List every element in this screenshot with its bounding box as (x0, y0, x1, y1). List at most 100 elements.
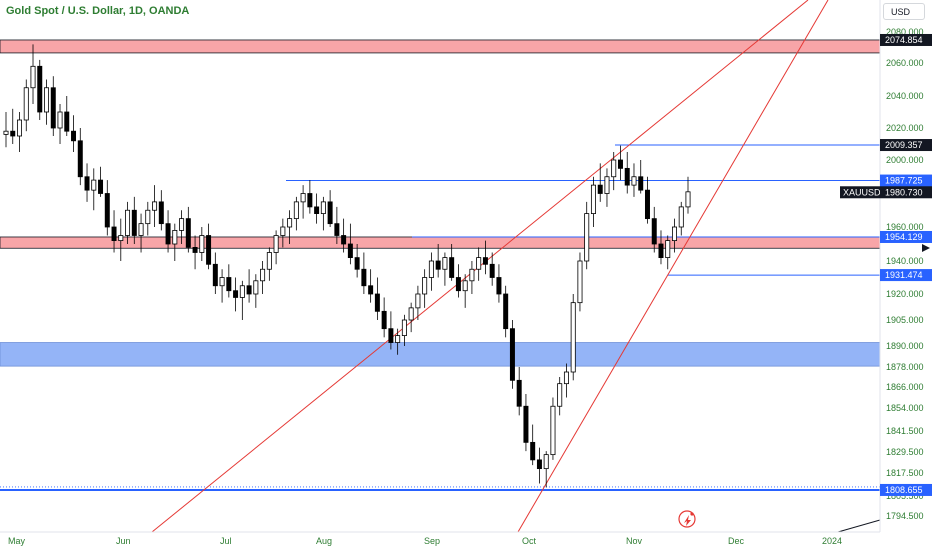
candle[interactable] (152, 185, 158, 227)
candle[interactable] (260, 261, 266, 294)
candle[interactable] (672, 218, 677, 253)
candle[interactable] (489, 252, 495, 286)
candle[interactable] (435, 244, 441, 278)
candle[interactable] (347, 223, 353, 265)
candle[interactable] (509, 320, 515, 389)
candle[interactable] (314, 193, 320, 224)
candle[interactable] (374, 277, 380, 321)
candle[interactable] (334, 206, 340, 244)
candle[interactable] (300, 185, 306, 219)
candle[interactable] (536, 447, 542, 484)
candle[interactable] (658, 230, 664, 265)
candle[interactable] (50, 76, 56, 136)
candle[interactable] (462, 274, 468, 308)
candle[interactable] (138, 213, 144, 253)
candle[interactable] (597, 163, 603, 202)
candle[interactable] (17, 112, 22, 152)
candle[interactable] (516, 367, 522, 416)
candle[interactable] (611, 152, 617, 191)
candle[interactable] (570, 294, 576, 381)
candle[interactable] (145, 201, 151, 236)
candle[interactable] (118, 218, 124, 261)
candle[interactable] (428, 252, 434, 291)
candle[interactable] (165, 210, 171, 253)
candle[interactable] (651, 206, 657, 253)
candle[interactable] (158, 190, 164, 231)
candle[interactable] (557, 377, 563, 416)
candle[interactable] (361, 252, 367, 295)
candle[interactable] (550, 397, 556, 460)
currency-button[interactable]: USD (883, 3, 925, 20)
candle[interactable] (685, 176, 691, 214)
candle[interactable] (3, 112, 9, 148)
candle[interactable] (563, 363, 569, 398)
candle[interactable] (179, 210, 185, 244)
candle[interactable] (395, 328, 401, 355)
candle[interactable] (37, 59, 43, 120)
candle[interactable] (246, 269, 252, 303)
time-axis[interactable]: May Jun Jul Aug Sep Oct Nov Dec 2024 (8, 536, 842, 546)
candle[interactable] (638, 160, 644, 194)
candle[interactable] (84, 163, 90, 202)
candle[interactable] (381, 297, 387, 338)
candle[interactable] (388, 311, 394, 350)
candle[interactable] (273, 230, 279, 265)
candle[interactable] (543, 451, 549, 488)
candle[interactable] (422, 269, 428, 308)
candle[interactable] (111, 210, 117, 253)
candle[interactable] (125, 201, 131, 244)
candle[interactable] (44, 79, 50, 125)
candle[interactable] (320, 196, 326, 231)
candle[interactable] (523, 394, 529, 452)
candle[interactable] (482, 240, 488, 275)
candle[interactable] (503, 285, 509, 338)
demand-zone[interactable] (0, 342, 881, 367)
candle[interactable] (287, 210, 293, 244)
candle[interactable] (577, 252, 583, 312)
candle[interactable] (449, 244, 455, 281)
candle[interactable] (617, 145, 623, 181)
trendline-lower[interactable] (517, 0, 829, 533)
candle[interactable] (206, 223, 212, 270)
candle[interactable] (604, 168, 610, 207)
scroll-arrow-icon[interactable] (922, 244, 930, 252)
candle[interactable] (199, 227, 205, 261)
candle[interactable] (30, 44, 36, 104)
trendline-bottom-right[interactable] (837, 519, 881, 533)
candle[interactable] (192, 235, 198, 270)
candle[interactable] (91, 168, 97, 211)
candle[interactable] (590, 176, 596, 227)
candle[interactable] (10, 108, 16, 144)
resistance-zone[interactable] (0, 39, 881, 54)
candle[interactable] (172, 223, 178, 261)
candle[interactable] (401, 314, 407, 346)
candle[interactable] (212, 252, 218, 295)
candle[interactable] (226, 264, 232, 298)
candle[interactable] (530, 424, 536, 466)
candle[interactable] (678, 201, 684, 236)
candle[interactable] (253, 274, 259, 308)
candle[interactable] (233, 277, 239, 312)
candle[interactable] (341, 218, 347, 253)
candle[interactable] (71, 115, 77, 152)
candle[interactable] (23, 79, 29, 132)
candle[interactable] (415, 285, 421, 320)
candle[interactable] (104, 180, 110, 236)
candle[interactable] (631, 163, 637, 197)
candle[interactable] (442, 252, 448, 286)
candle[interactable] (219, 269, 225, 303)
candle[interactable] (64, 96, 70, 136)
candle[interactable] (455, 264, 461, 298)
candle[interactable] (239, 280, 245, 320)
candle[interactable] (77, 128, 83, 186)
candle[interactable] (185, 206, 191, 253)
candle[interactable] (57, 104, 63, 144)
candle[interactable] (368, 269, 374, 303)
candle[interactable] (469, 261, 475, 294)
candle[interactable] (476, 247, 482, 281)
candle[interactable] (327, 190, 333, 227)
candle[interactable] (266, 247, 272, 281)
candle[interactable] (280, 218, 286, 248)
candle[interactable] (644, 176, 650, 224)
